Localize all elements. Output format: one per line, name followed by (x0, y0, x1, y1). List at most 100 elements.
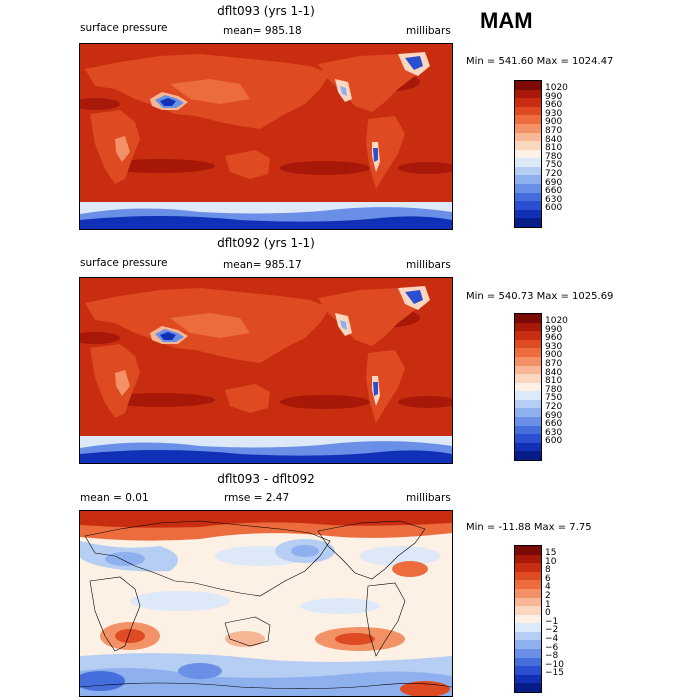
colorbar-label: 600 (545, 203, 563, 214)
negative-anomaly-core (291, 545, 319, 557)
colorbar-label: 990 (545, 91, 563, 102)
rockies-core (340, 320, 347, 330)
colorbar-label: −8 (545, 651, 559, 662)
colorbar-label: 870 (545, 359, 563, 370)
subtropical-high-band (280, 161, 370, 175)
colorbar-label: 8 (545, 565, 551, 576)
colorbar-swatch (515, 554, 541, 564)
colorbar-label: 780 (545, 384, 563, 395)
east-africa-highland (115, 136, 130, 162)
colorbar-label: 1020 (545, 316, 568, 327)
colorbar-swatch (515, 123, 541, 134)
colorbar-label: −2 (545, 625, 559, 636)
subtropical-high-band (80, 98, 120, 110)
subtropical-high-band (398, 396, 452, 408)
colorbar-swatch (515, 649, 541, 659)
antarctica-coastline (80, 682, 452, 689)
colorbar-label: 630 (545, 427, 563, 438)
antarctica-plateau (80, 450, 452, 463)
colorbar-label: 810 (545, 143, 563, 154)
colorbar-swatch (515, 391, 541, 401)
colorbar-label: 1020 (545, 83, 568, 94)
colorbar-swatch (515, 597, 541, 607)
negative-anomaly-region (300, 598, 380, 614)
colorbar-swatch (515, 89, 541, 99)
panel-3-rmse-label: rmse = 2.47 (224, 492, 290, 504)
colorbar-label: 720 (545, 401, 563, 412)
colorbar-swatch (515, 683, 541, 693)
colorbar-swatch (515, 314, 541, 324)
colorbar-swatch (515, 382, 541, 392)
colorbar-label: 900 (545, 350, 563, 361)
australia-land (225, 150, 270, 179)
colorbar-swatch (515, 201, 541, 211)
panel-2-mean-label: mean= 985.17 (223, 259, 302, 271)
colorbar-label: 810 (545, 376, 563, 387)
colorbar-swatch (515, 348, 541, 358)
colorbar-swatch (515, 192, 541, 202)
colorbar-swatch (515, 571, 541, 581)
colorbar-swatch (515, 434, 541, 444)
north-america-land (318, 54, 425, 112)
positive-anomaly-core (335, 633, 375, 645)
panel-1-colorbar (514, 80, 542, 228)
panel-2-map (79, 277, 453, 464)
colorbar-swatch (515, 588, 541, 599)
negative-anomaly-core (105, 552, 145, 566)
colorbar-label: 990 (545, 324, 563, 335)
panel-3-mean-label: mean = 0.01 (80, 492, 149, 504)
africa-land (90, 110, 140, 184)
colorbar-label: −1 (545, 616, 559, 627)
colorbar-swatch (515, 106, 541, 116)
negative-anomaly-core (178, 663, 222, 679)
colorbar-label: 10 (545, 556, 557, 567)
colorbar-label: 840 (545, 134, 563, 145)
colorbar-label: 750 (545, 160, 563, 171)
australia-land (225, 384, 270, 413)
colorbar-label: 6 (545, 573, 551, 584)
colorbar-swatch (515, 408, 541, 418)
colorbar-label: 960 (545, 333, 563, 344)
colorbar-label: 870 (545, 126, 563, 137)
colorbar-label: 660 (545, 186, 563, 197)
colorbar-label: 960 (545, 100, 563, 111)
colorbar-label: −6 (545, 642, 559, 653)
colorbar-swatch (515, 132, 541, 142)
panel-1-units-label: millibars (406, 25, 451, 37)
colorbar-swatch (515, 365, 541, 375)
coastlines (80, 520, 452, 689)
subtropical-high-band (80, 332, 120, 344)
panel-1-minmax: Min = 541.60 Max = 1024.47 (466, 56, 614, 67)
colorbar-swatch (515, 417, 541, 427)
colorbar-swatch (515, 674, 541, 684)
colorbar-swatch (515, 184, 541, 194)
colorbar-swatch (515, 356, 541, 367)
panel-3-map (79, 510, 453, 697)
panel-3-colorbar-labels: 15 10 8 6 4 2 1 0 −1 −2 −4 −6 −8 −10 −15 (545, 545, 585, 691)
colorbar-swatch (515, 442, 541, 452)
positive-anomaly-core (80, 511, 452, 528)
colorbar-swatch (515, 218, 541, 228)
colorbar-label: −15 (545, 668, 564, 679)
colorbar-label: 840 (545, 367, 563, 378)
colorbar-swatch (515, 623, 541, 633)
colorbar-swatch (515, 331, 541, 341)
colorbar-swatch (515, 580, 541, 590)
colorbar-swatch (515, 98, 541, 108)
andes-core (373, 382, 378, 396)
colorbar-label: 4 (545, 582, 551, 593)
panel-1-colorbar-labels: 1020 990 960 930 900 870 840 810 780 750 720 690 660… (545, 80, 585, 226)
tibet-core (160, 98, 176, 106)
colorbar-swatch (515, 175, 541, 185)
colorbar-swatch (515, 158, 541, 168)
colorbar-swatch (515, 209, 541, 219)
colorbar-label: 930 (545, 341, 563, 352)
colorbar-label: 15 (545, 548, 557, 559)
north-america-coastline (317, 520, 426, 580)
antarctica-plateau (80, 216, 452, 229)
panel-1-mean-label: mean= 985.18 (223, 25, 302, 37)
panel-1-variable-label: surface pressure (80, 22, 168, 34)
panel-3-units-label: millibars (406, 492, 451, 504)
positive-anomaly-region (392, 561, 428, 577)
colorbar-swatch (515, 399, 541, 409)
